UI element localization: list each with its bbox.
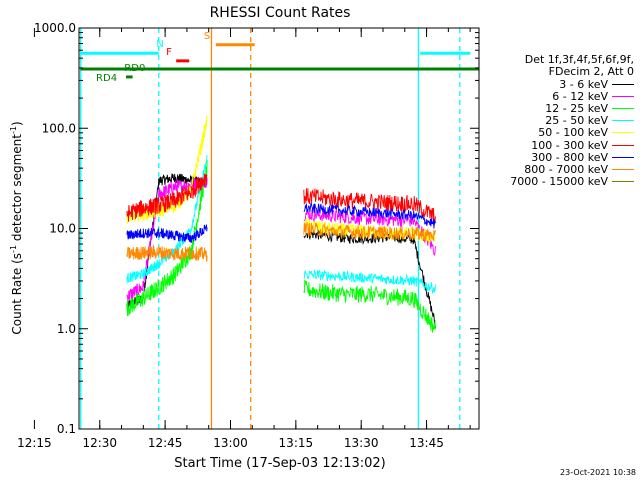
x-tick-label: 13:45 (409, 436, 444, 450)
series-line (303, 188, 436, 225)
series-line (126, 173, 208, 222)
data-layer: N S F RD0 RD4 (80, 28, 479, 429)
series-line (126, 159, 208, 317)
x-tick-label: 12:30 (82, 436, 117, 450)
series-line (126, 223, 208, 244)
legend-label: 100 - 300 keV (531, 138, 608, 152)
legend-label: 300 - 800 keV (531, 150, 608, 164)
legend-header-line-1: Det 1f,3f,4f,5f,6f,9f, (524, 53, 634, 66)
x-tick-label: 12:15 (17, 436, 52, 450)
legend-entry: 6 - 12 keV (478, 89, 634, 103)
legend-entry: 3 - 6 keV (478, 77, 634, 91)
flag-label: RD0 (124, 63, 145, 74)
flag-label: S (204, 31, 210, 42)
legend-swatch (612, 120, 634, 122)
legend-entry: 7000 - 15000 keV (478, 175, 634, 189)
legend-entry: 300 - 800 keV (478, 150, 634, 164)
legend-label: 800 - 7000 keV (524, 162, 608, 176)
y-tick-label: 100.0 (42, 121, 76, 135)
y-axis-label: Count Rate (s-1 detector segment-1) (9, 121, 24, 334)
legend-swatch (612, 144, 634, 146)
series-line (126, 154, 208, 284)
legend-label: 3 - 6 keV (559, 77, 608, 91)
legend-swatch (612, 181, 634, 183)
axes-layer: 0.1 1.0 10.0 100.0 1000.0 12:15 12:30 12:45 13:0… (17, 21, 479, 450)
legend-swatch (612, 83, 634, 85)
legend-swatch (612, 168, 634, 170)
y-tick-label: 10.0 (49, 222, 76, 236)
legend-label: 12 - 25 keV (545, 101, 608, 115)
flag-label: RD4 (96, 73, 117, 84)
y-tick-label: 0.1 (57, 422, 76, 436)
legend-swatch (612, 156, 634, 158)
flag-label: N (156, 39, 163, 50)
legend-label: 25 - 50 keV (545, 114, 608, 128)
series-line (126, 115, 208, 224)
flag-label: F (166, 47, 172, 58)
x-tick-label: 13:00 (213, 436, 248, 450)
legend-swatch (612, 107, 634, 109)
series-line (126, 244, 208, 262)
series-line (303, 222, 436, 242)
legend-entry: 25 - 50 keV (478, 114, 634, 128)
legend-label: 50 - 100 keV (538, 126, 608, 140)
footer-date: 23-Oct-2021 10:38 (560, 468, 636, 477)
series-line (303, 202, 436, 229)
legend-entry: 50 - 100 keV (478, 126, 634, 140)
legend-entry: 12 - 25 keV (478, 101, 634, 115)
x-tick-label: 13:30 (344, 436, 379, 450)
legend-header-line-2: FDecim 2, Att 0 (548, 65, 634, 78)
legend-label: 6 - 12 keV (552, 89, 608, 103)
x-tick-label: 12:45 (148, 436, 183, 450)
x-tick-label: 13:15 (279, 436, 314, 450)
series-line (303, 208, 436, 257)
series-line (303, 268, 436, 294)
y-tick-label: 1000.0 (34, 21, 76, 35)
legend-label: 7000 - 15000 keV (510, 175, 608, 189)
legend-swatch (612, 95, 634, 97)
x-axis-label: Start Time (17-Sep-03 12:13:02) (174, 456, 385, 471)
chart-title: RHESSI Count Rates (210, 5, 351, 21)
legend-swatch (612, 132, 634, 134)
series-line (303, 279, 436, 333)
legend-entry: 100 - 300 keV (478, 138, 634, 152)
legend: Det 1f,3f,4f,5f,6f,9f, FDecim 2, Att 0 3… (478, 54, 634, 188)
legend-entry: 800 - 7000 keV (478, 162, 634, 176)
y-tick-label: 1.0 (57, 322, 76, 336)
